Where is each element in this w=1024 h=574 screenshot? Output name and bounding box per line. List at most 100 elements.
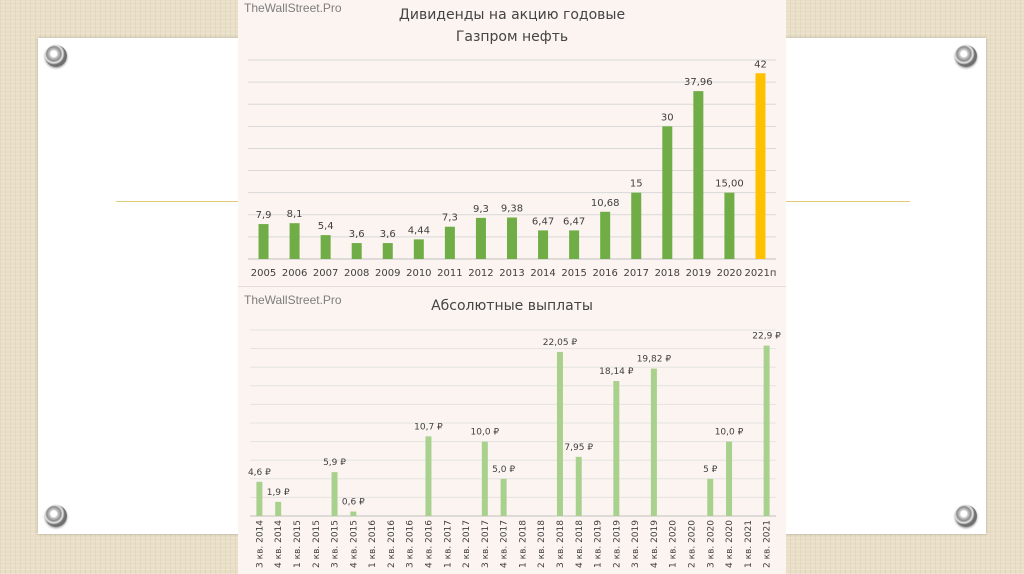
data-label: 18,14 ₽ bbox=[599, 367, 634, 377]
data-label: 0,6 ₽ bbox=[342, 498, 365, 508]
bar bbox=[351, 243, 362, 259]
x-tick-label: 2018 bbox=[655, 268, 680, 279]
chart-panel: TheWallStreet.Pro Дивиденды на акцию год… bbox=[238, 0, 786, 574]
data-label: 30 bbox=[661, 112, 674, 123]
pin-icon bbox=[955, 505, 977, 527]
x-tick-label: 2 кв. 2016 bbox=[387, 520, 397, 568]
x-tick-label: 2011 bbox=[437, 268, 462, 279]
data-label: 5,0 ₽ bbox=[492, 465, 515, 475]
x-tick-label: 1 кв. 2017 bbox=[443, 520, 453, 568]
data-label: 6,47 bbox=[532, 216, 554, 227]
watermark-bottom: TheWallStreet.Pro bbox=[244, 293, 342, 307]
bar bbox=[475, 217, 486, 259]
bar bbox=[289, 223, 300, 259]
x-tick-label: 1 кв. 2020 bbox=[669, 520, 679, 568]
bar bbox=[707, 478, 714, 516]
pin-icon bbox=[45, 505, 67, 527]
bar bbox=[500, 478, 507, 516]
data-label: 4,44 bbox=[408, 225, 430, 236]
watermark-top: TheWallStreet.Pro bbox=[244, 1, 342, 15]
bar bbox=[413, 239, 424, 259]
annual-dividend-chart: 7,9 2005 8,1 2006 5,4 2007 3,6 2008 3,6 2009 4,44 2… bbox=[248, 59, 776, 279]
x-tick-label: 2005 bbox=[251, 268, 276, 279]
data-label: 7,9 bbox=[256, 210, 272, 221]
chart1-title-line1: Дивиденды на акцию годовые bbox=[398, 7, 626, 23]
bar bbox=[275, 501, 282, 516]
x-tick-label: 4 кв. 2019 bbox=[650, 520, 660, 568]
data-label: 3,6 bbox=[380, 229, 396, 240]
x-tick-label: 1 кв. 2019 bbox=[594, 520, 604, 568]
data-label: 10,7 ₽ bbox=[414, 422, 443, 432]
bar bbox=[631, 192, 642, 259]
x-tick-label: 2012 bbox=[468, 268, 493, 279]
x-tick-label: 2 кв. 2018 bbox=[537, 520, 547, 568]
data-label: 5,4 bbox=[318, 221, 334, 232]
x-tick-label: 2 кв. 2015 bbox=[312, 520, 322, 568]
x-tick-label: 2019 bbox=[686, 268, 711, 279]
bar bbox=[613, 381, 620, 516]
x-tick-label: 3 кв. 2014 bbox=[255, 520, 265, 568]
bar bbox=[320, 235, 331, 259]
data-label: 10,0 ₽ bbox=[715, 428, 744, 438]
bar bbox=[507, 217, 517, 259]
x-tick-label: 2 кв. 2019 bbox=[612, 520, 622, 568]
data-label: 5 ₽ bbox=[703, 465, 718, 475]
x-tick-label: 2009 bbox=[375, 268, 400, 279]
bar bbox=[538, 230, 549, 259]
x-tick-label: 1 кв. 2016 bbox=[368, 520, 378, 568]
x-tick-label: 3 кв. 2015 bbox=[331, 520, 341, 568]
data-label: 8,1 bbox=[287, 209, 303, 220]
pin-icon bbox=[955, 45, 977, 67]
x-tick-label: 3 кв. 2019 bbox=[631, 520, 641, 568]
chart1-title-line2: Газпром нефть bbox=[455, 29, 569, 45]
decor-line-right bbox=[786, 201, 910, 202]
bar bbox=[258, 224, 269, 259]
data-label: 9,38 bbox=[501, 204, 523, 215]
x-tick-label: 1 кв. 2018 bbox=[518, 520, 528, 568]
data-label: 22,05 ₽ bbox=[543, 338, 578, 348]
bar bbox=[755, 73, 766, 260]
x-tick-label: 3 кв. 2018 bbox=[556, 520, 566, 568]
x-tick-label: 2016 bbox=[592, 268, 617, 279]
x-tick-label: 1 кв. 2021 bbox=[744, 520, 754, 568]
bar bbox=[425, 436, 432, 516]
x-tick-label: 4 кв. 2015 bbox=[349, 520, 359, 568]
data-label: 9,3 bbox=[473, 204, 489, 215]
bar bbox=[650, 368, 657, 516]
data-label: 37,96 bbox=[684, 77, 713, 88]
bar bbox=[600, 211, 611, 259]
data-label: 22,9 ₽ bbox=[752, 332, 781, 342]
data-label: 10,68 bbox=[591, 198, 620, 209]
absolute-payouts-chart: 4,6 ₽ 3 кв. 2014 1,9 ₽ 4 кв. 2014 1 кв. 2015… bbox=[248, 329, 781, 568]
bar bbox=[350, 511, 357, 516]
x-tick-label: 2008 bbox=[344, 268, 369, 279]
bar bbox=[256, 481, 263, 516]
x-tick-label: 2021п bbox=[744, 268, 776, 279]
x-tick-label: 2014 bbox=[530, 268, 555, 279]
x-tick-label: 4 кв. 2016 bbox=[424, 520, 434, 568]
bar bbox=[662, 126, 673, 259]
x-tick-label: 2007 bbox=[313, 268, 338, 279]
data-label: 10,0 ₽ bbox=[471, 428, 500, 438]
x-tick-label: 4 кв. 2018 bbox=[575, 520, 585, 568]
bar bbox=[444, 226, 455, 259]
bar bbox=[481, 441, 488, 516]
data-label: 1,9 ₽ bbox=[267, 488, 290, 498]
bar bbox=[575, 456, 582, 516]
x-tick-label: 3 кв. 2017 bbox=[481, 520, 491, 568]
bar bbox=[693, 91, 704, 259]
bar bbox=[726, 441, 733, 516]
x-tick-label: 2 кв. 2021 bbox=[763, 520, 773, 568]
x-tick-label: 2020 bbox=[717, 268, 742, 279]
data-label: 6,47 bbox=[563, 216, 585, 227]
x-tick-label: 2010 bbox=[406, 268, 431, 279]
x-tick-label: 2 кв. 2017 bbox=[462, 520, 472, 568]
decor-line-left bbox=[116, 201, 238, 202]
x-tick-label: 2006 bbox=[282, 268, 307, 279]
data-label: 15,00 bbox=[715, 179, 744, 190]
bar bbox=[556, 351, 563, 516]
x-tick-label: 4 кв. 2020 bbox=[725, 520, 735, 568]
x-tick-label: 1 кв. 2015 bbox=[293, 520, 303, 568]
data-label: 4,6 ₽ bbox=[248, 468, 271, 478]
bar bbox=[763, 345, 770, 516]
